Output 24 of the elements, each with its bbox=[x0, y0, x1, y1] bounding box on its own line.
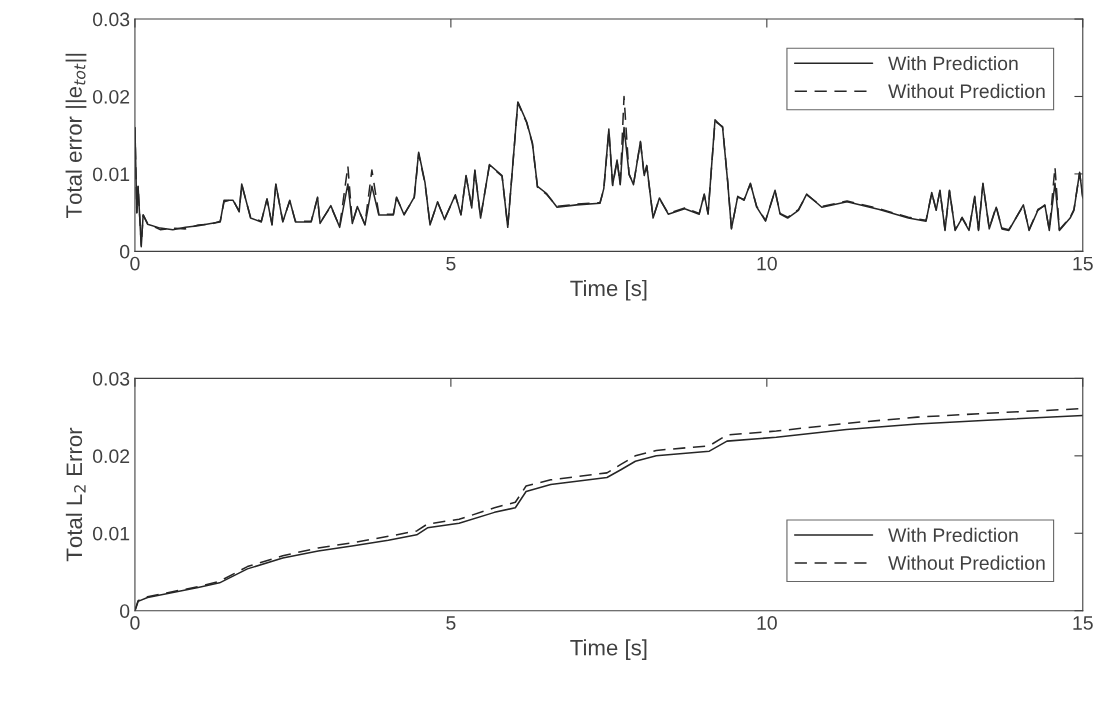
x-axis-title: Time [s] bbox=[570, 639, 647, 660]
x-tick-label: 10 bbox=[757, 616, 777, 630]
x-axis-title: Time [s] bbox=[570, 279, 647, 301]
y-tick-label: 0.01 bbox=[92, 526, 130, 541]
x-tick-label: 0 bbox=[130, 256, 140, 271]
y-tick-label: 0.02 bbox=[92, 89, 130, 104]
y-tick-label: 0 bbox=[120, 604, 130, 618]
x-tick-label: 15 bbox=[1073, 616, 1093, 630]
y-tick-label: 0.01 bbox=[92, 167, 130, 182]
x-tick-label: 5 bbox=[446, 616, 456, 630]
x-tick-label: 5 bbox=[446, 256, 456, 271]
legend-label: With Prediction bbox=[888, 56, 1018, 71]
y-tick-label: 0.03 bbox=[92, 12, 130, 27]
legend-label: Without Prediction bbox=[888, 555, 1045, 570]
y-axis-title: Total L$_{2}$ Error bbox=[65, 427, 86, 562]
x-tick-label: 0 bbox=[130, 616, 140, 630]
x-tick-label: 10 bbox=[757, 256, 777, 271]
y-tick-label: 0 bbox=[120, 244, 130, 259]
legend-label: Without Prediction bbox=[888, 83, 1045, 99]
y-tick-label: 0.02 bbox=[92, 449, 130, 464]
y-tick-label: 0.03 bbox=[92, 371, 130, 386]
y-axis-title: Total error ||e$_{tot}$|| bbox=[65, 53, 87, 219]
legend-label: With Prediction bbox=[888, 527, 1018, 543]
x-tick-label: 15 bbox=[1073, 256, 1093, 271]
